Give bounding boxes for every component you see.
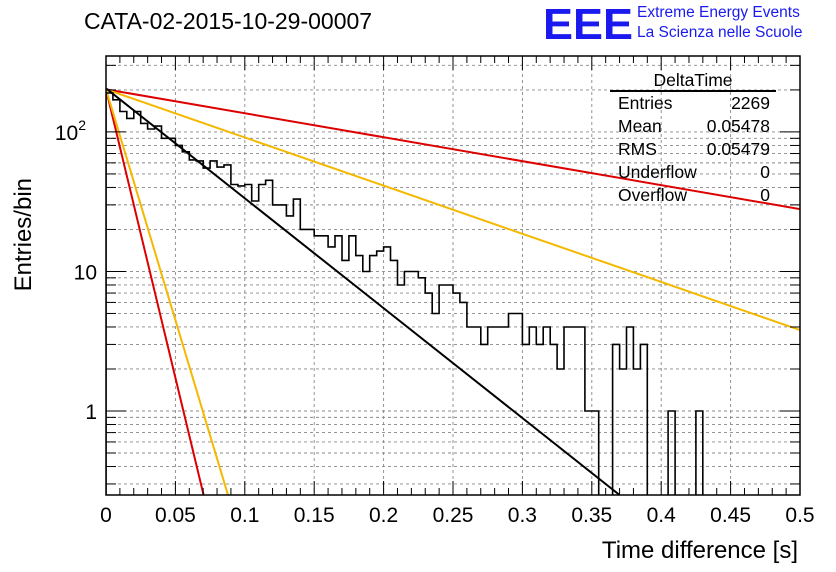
y-tick-label: 102 [55,117,86,145]
stat-value: 0 [760,185,770,205]
x-tick-label: 0.25 [433,504,474,527]
histogram-outline [106,92,704,495]
x-tick-label: 0.15 [294,504,335,527]
stat-name: Entries [618,93,673,113]
x-tick-label: 0.35 [571,504,612,527]
stat-name: Overflow [618,185,688,205]
histogram-series [106,92,704,495]
stat-row: Overflow 0 [610,184,776,207]
stat-name: RMS [618,139,657,159]
x-tick-label: 0.1 [230,504,259,527]
grid [106,56,800,495]
fit-curves [106,87,800,495]
stats-box: DeltaTime Entries 2269 Mean 0.05478 RMS … [610,70,776,207]
stat-name: Mean [618,116,662,136]
stat-value: 0.05479 [706,139,770,159]
x-tick-label: 0.5 [785,504,814,527]
logo-line-1: Extreme Energy Events [637,4,800,21]
fit-curve [106,88,800,211]
eee-logo: EEE [543,2,633,44]
x-tick-label: 0.2 [369,504,398,527]
x-tick-label: 0.45 [710,504,751,527]
x-tick-label: 0.05 [155,504,196,527]
fit-curve [106,88,800,332]
x-tick-label: 0.3 [508,504,537,527]
fit-curve [106,87,621,495]
stat-row: Underflow 0 [610,161,776,184]
stat-row: Entries 2269 [610,92,776,115]
y-axis-label: Entries/bin [10,178,37,291]
fit-curve [106,89,229,495]
stat-value: 0 [760,162,770,182]
tick-labels: 0 0.05 0.1 0.15 0.2 0.25 0.3 0.35 0.4 0.45 0.5 1 10 1… [55,117,815,527]
stat-row: RMS 0.05479 [610,138,776,161]
stats-title: DeltaTime [610,70,776,92]
stat-name: Underflow [618,162,697,182]
stat-row: Mean 0.05478 [610,115,776,138]
logo-line-2: La Scienza nelle Scuole [637,24,803,41]
axis-ticks [105,56,801,495]
x-axis-label: Time difference [s] [602,537,798,564]
y-tick-label: 1 [85,401,97,424]
stat-value: 0.05478 [706,116,770,136]
x-tick-label: 0.4 [647,504,677,527]
fit-curve [106,89,205,495]
run-title: CATA-02-2015-10-29-00007 [84,8,373,34]
logo-mark: EEE [543,2,633,44]
x-tick-label: 0 [100,504,112,527]
stat-value: 2269 [731,93,770,113]
logo-text: Extreme Energy Events La Scienza nelle S… [637,3,802,43]
y-tick-label: 10 [74,261,97,284]
